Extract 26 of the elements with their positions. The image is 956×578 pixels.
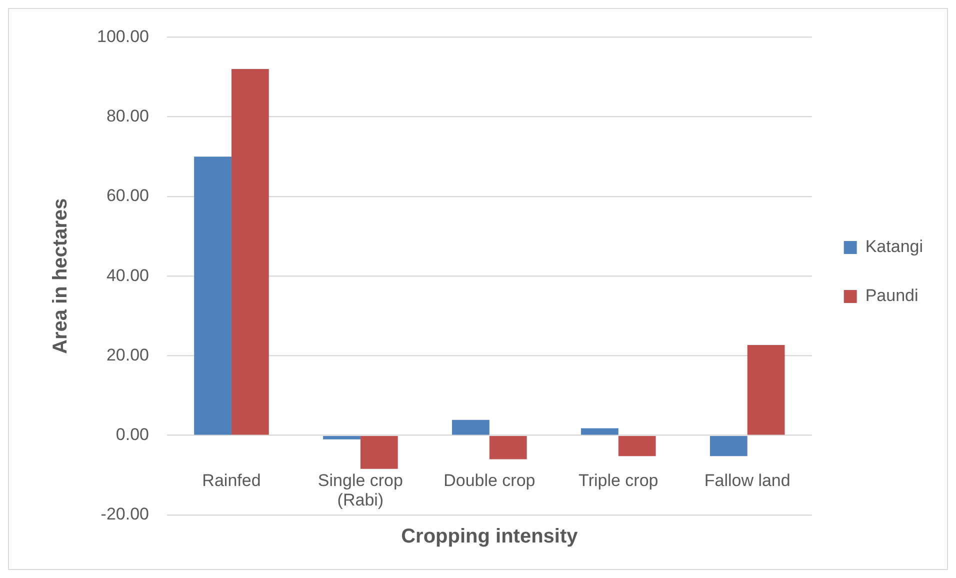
bar: [194, 156, 232, 435]
legend-label: Katangi: [865, 237, 924, 256]
y-tick-label: 0.00: [116, 425, 149, 444]
y-axis-title: Area in hectares: [50, 198, 72, 354]
bar: [747, 344, 785, 435]
y-tick-label: 40.00: [106, 266, 149, 285]
y-tick-label: 100.00: [96, 26, 149, 46]
bar: [323, 436, 360, 440]
bar: [452, 420, 490, 435]
x-tick-label: Fallow land: [704, 470, 790, 490]
x-axis-title: Cropping intensity: [401, 526, 579, 548]
bar: [580, 428, 618, 435]
bar: [710, 436, 748, 456]
y-tick-label: -20.00: [100, 504, 149, 524]
bar: [231, 69, 269, 435]
x-tick-label: Single crop (Rabi): [318, 470, 403, 510]
x-tick-label: Rainfed: [202, 470, 261, 490]
x-tick-label: Triple crop: [578, 470, 658, 490]
bar: [618, 436, 656, 456]
y-tick-label: 60.00: [106, 186, 149, 206]
y-tick-label: 80.00: [106, 106, 149, 126]
x-tick-label: Double crop: [444, 470, 536, 490]
y-tick-label: 20.00: [106, 345, 149, 364]
legend-label: Paundi: [865, 286, 918, 306]
bar: [489, 436, 527, 460]
bar: [360, 436, 398, 469]
